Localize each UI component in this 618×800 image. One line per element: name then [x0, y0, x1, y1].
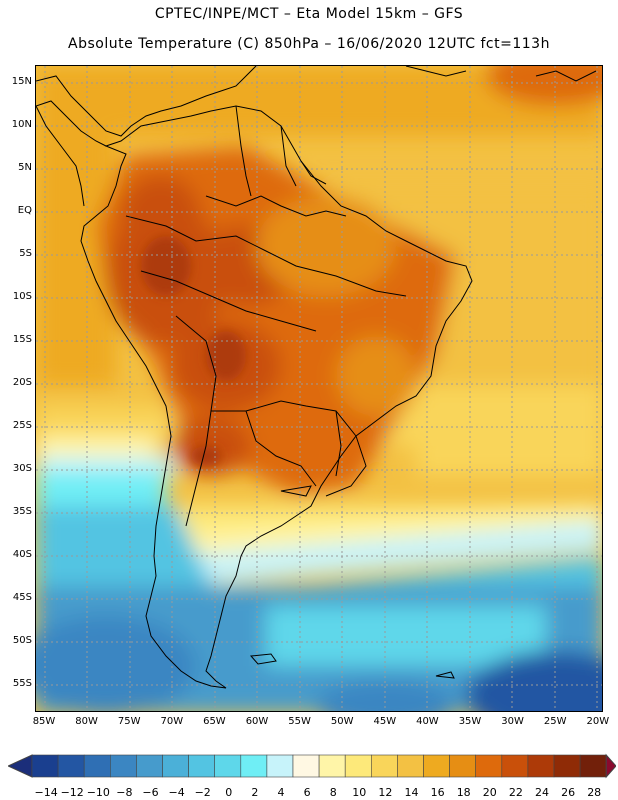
colorbar-cell	[475, 754, 503, 778]
lon-label: 70W	[160, 716, 184, 727]
colorbar-label: 4	[277, 786, 285, 799]
colorbar-low-arrow	[8, 754, 33, 778]
lat-label: 10S	[12, 291, 32, 302]
lat-label: 15N	[11, 76, 32, 87]
lat-label: 25S	[12, 420, 32, 431]
lat-label: 20S	[12, 377, 32, 388]
title-model: CPTEC/INPE/MCT – Eta Model 15km – GFS	[154, 6, 464, 22]
coastlines	[36, 66, 597, 689]
temperature-map	[36, 66, 602, 711]
lon-label: 30W	[501, 716, 524, 727]
colorbar-cell	[527, 754, 555, 778]
temperature-field	[36, 66, 602, 711]
colorbar-cell	[57, 754, 85, 778]
colorbar-label: −12	[60, 786, 84, 799]
colorbar-label: 0	[225, 786, 233, 799]
lat-label: 5S	[19, 248, 32, 259]
colorbar-cell	[449, 754, 477, 778]
lon-label: 25W	[543, 716, 567, 727]
title-field: Absolute Temperature (C) 850hPa – 16/06/…	[68, 36, 550, 52]
colorbar-label: −6	[142, 786, 159, 799]
lon-label: 50W	[330, 716, 354, 727]
colorbar-label: −4	[168, 786, 185, 799]
colorbar-cell	[370, 754, 398, 778]
colorbar-label: 22	[508, 786, 523, 799]
colorbar-cell	[553, 754, 581, 778]
lon-label: 20W	[586, 716, 610, 727]
colorbar-cell	[501, 754, 529, 778]
colorbar-cell	[214, 754, 242, 778]
lon-label: 35W	[458, 716, 482, 727]
colorbar-label: −14	[34, 786, 58, 799]
colorbar-high-arrow	[605, 753, 616, 779]
lat-label: 35S	[12, 506, 32, 517]
lat-label: 40S	[12, 549, 32, 560]
colorbar-cell	[423, 754, 450, 778]
colorbar-label: 26	[561, 786, 576, 799]
lat-label: 30S	[12, 463, 32, 474]
lon-label: 60W	[245, 716, 269, 727]
lat-label: 10N	[11, 119, 32, 130]
colorbar-cell	[110, 754, 137, 778]
lat-label: EQ	[17, 205, 32, 216]
colorbar-cell	[292, 754, 320, 778]
colorbar-label: 16	[430, 786, 445, 799]
colorbar	[8, 753, 616, 779]
lat-label: 55S	[12, 678, 32, 689]
lon-label: 40W	[416, 716, 439, 727]
colorbar-cell	[344, 754, 372, 778]
colorbar-label: 8	[329, 786, 337, 799]
colorbar-label: 6	[303, 786, 311, 799]
colorbar-cell	[240, 754, 268, 778]
colorbar-cell	[83, 754, 111, 778]
lat-label: 50S	[12, 635, 32, 646]
colorbar-label: 14	[404, 786, 419, 799]
colorbar-cell	[397, 754, 424, 778]
colorbar-label: −2	[194, 786, 211, 799]
colorbar-label: 20	[482, 786, 497, 799]
colorbar-label: 10	[352, 786, 367, 799]
colorbar-label: −10	[86, 786, 110, 799]
colorbar-cell	[188, 754, 216, 778]
colorbar-cell	[266, 754, 294, 778]
colorbar-cell	[162, 754, 189, 778]
lon-label: 80W	[75, 716, 98, 727]
lon-label: 55W	[288, 716, 311, 727]
colorbar-cell	[318, 754, 346, 778]
lon-label: 65W	[203, 716, 226, 727]
colorbar-label: 2	[251, 786, 259, 799]
colorbar-cell	[136, 754, 163, 778]
colorbar-label: 12	[378, 786, 393, 799]
lat-label: 15S	[12, 334, 32, 345]
colorbar-cell	[31, 754, 59, 778]
lat-label: 5N	[18, 162, 32, 173]
lon-label: 45W	[373, 716, 397, 727]
lat-label: 45S	[12, 592, 32, 603]
colorbar-label: 28	[587, 786, 602, 799]
colorbar-cell	[579, 754, 607, 778]
map-panel	[35, 65, 603, 712]
lon-label: 75W	[117, 716, 141, 727]
colorbar-label: 24	[535, 786, 549, 799]
colorbar-label: −8	[116, 786, 133, 799]
colorbar-label: 18	[456, 786, 471, 799]
lon-label: 85W	[32, 716, 56, 727]
